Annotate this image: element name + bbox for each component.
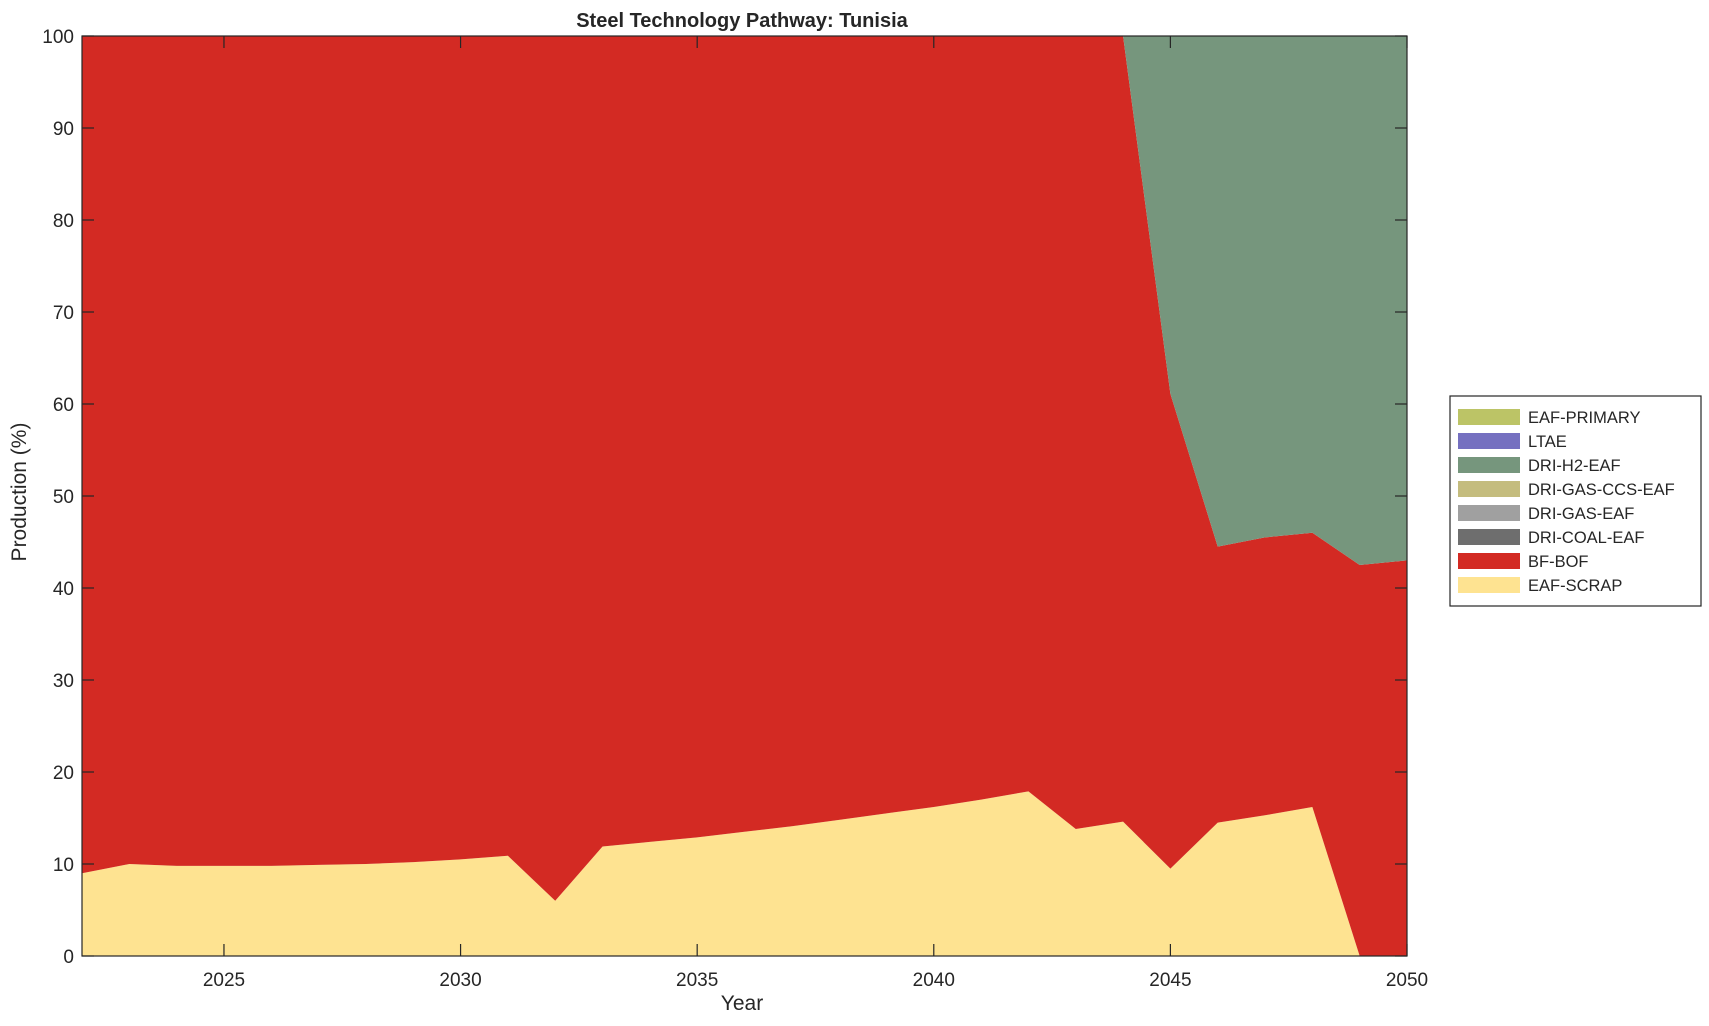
legend-box: [1449, 395, 1702, 607]
legend-label: EAF-PRIMARY: [1528, 409, 1640, 427]
legend-label: LTAE: [1528, 433, 1567, 451]
legend-label: DRI-COAL-EAF: [1528, 529, 1644, 547]
legend-swatch: [1458, 505, 1520, 521]
y-tick-label: 80: [53, 211, 74, 232]
x-tick-label: 2035: [676, 970, 718, 991]
legend-label: DRI-H2-EAF: [1528, 457, 1621, 475]
y-tick-label: 10: [53, 855, 74, 876]
legend-label: DRI-GAS-EAF: [1528, 505, 1634, 523]
area-dri-h2-eaf: [82, 36, 1407, 565]
legend-swatch: [1458, 481, 1520, 497]
legend-swatch: [1458, 553, 1520, 569]
y-axis-ticks: 0 10 20 30 40 50 60 70 80 90 100: [42, 27, 1407, 968]
area-eaf-scrap: [82, 791, 1407, 956]
legend-label: EAF-SCRAP: [1528, 577, 1622, 595]
x-tick-label: 2025: [203, 970, 245, 991]
x-tick-label: 2030: [439, 970, 481, 991]
legend-swatch: [1458, 433, 1520, 449]
x-axis-ticks: 2025 2030 2035 2040 2045 2050: [203, 36, 1428, 991]
y-tick-label: 90: [53, 119, 74, 140]
y-tick-label: 60: [53, 395, 74, 416]
legend: EAF-PRIMARY LTAE DRI-H2-EAF DRI-GAS-CCS-EAF…: [1449, 395, 1702, 607]
area-bf-bof: [82, 36, 1407, 956]
x-tick-label: 2050: [1386, 970, 1428, 991]
y-tick-label: 70: [53, 303, 74, 324]
legend-label: BF-BOF: [1528, 553, 1589, 571]
y-tick-label: 20: [53, 763, 74, 784]
area-layer: [82, 36, 1407, 956]
x-axis-label: Year: [721, 992, 763, 1015]
x-tick-label: 2045: [1149, 970, 1191, 991]
y-tick-label: 40: [53, 579, 74, 600]
legend-swatch: [1458, 529, 1520, 545]
y-axis-label: Production (%): [8, 423, 31, 562]
legend-swatch: [1458, 457, 1520, 473]
y-tick-label: 100: [42, 27, 74, 48]
legend-swatch: [1458, 577, 1520, 593]
chart-title: Steel Technology Pathway: Tunisia: [576, 10, 908, 32]
y-tick-label: 50: [53, 487, 74, 508]
y-tick-label: 0: [63, 947, 74, 968]
legend-swatch: [1458, 409, 1520, 425]
y-tick-label: 30: [53, 671, 74, 692]
x-tick-label: 2040: [913, 970, 955, 991]
legend-label: DRI-GAS-CCS-EAF: [1528, 481, 1675, 499]
